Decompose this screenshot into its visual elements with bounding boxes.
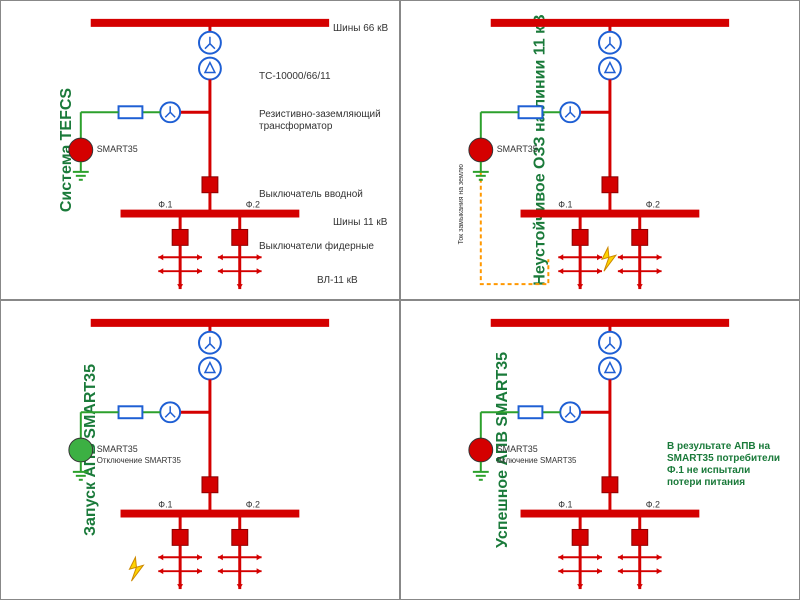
svg-text:Ф.2: Ф.2 <box>246 500 260 510</box>
svg-text:Ф.2: Ф.2 <box>646 200 660 210</box>
svg-text:Ф.1: Ф.1 <box>558 500 572 510</box>
svg-text:SMART35: SMART35 <box>497 444 538 454</box>
svg-text:Ф.1: Ф.1 <box>158 500 172 510</box>
panel-3: Успешное АПВ SMART35Ф.1Ф.2SMART35Включен… <box>400 300 800 600</box>
annotation: Выключатели фидерные <box>259 241 374 252</box>
panel-1: Неустойчивое ОЗЗ на линии 11 кВФ.1Ф.2SMA… <box>400 0 800 300</box>
annotation: ВЛ-11 кВ <box>317 275 358 286</box>
annotation: Выключатель вводной <box>259 189 363 200</box>
svg-text:Включение SMART35: Включение SMART35 <box>497 456 577 465</box>
annotation: Шины 11 кВ <box>333 217 387 228</box>
schematic: Ф.1 Ф.2 SMART35 Ток замыкания на землю <box>401 1 799 299</box>
svg-text:SMART35: SMART35 <box>97 444 138 454</box>
schematic: Ф.1 Ф.2 SMART35 Отключение SMART35 <box>1 301 399 599</box>
svg-text:SMART35: SMART35 <box>497 144 538 154</box>
schematic: Ф.1 Ф.2 SMART35 <box>1 1 399 299</box>
svg-text:Ф.1: Ф.1 <box>158 200 172 210</box>
annotation: ТС-10000/66/11 <box>259 71 331 82</box>
panel-2: Запуск АПВ SMART35Ф.1Ф.2SMART35Отключени… <box>0 300 400 600</box>
svg-text:SMART35: SMART35 <box>97 144 138 154</box>
svg-text:Ф.2: Ф.2 <box>246 200 260 210</box>
svg-text:Ф.2: Ф.2 <box>646 500 660 510</box>
svg-text:Ф.1: Ф.1 <box>558 200 572 210</box>
annotation: Шины 66 кВ <box>333 23 388 34</box>
panel-0: Система TEFCSФ.1Ф.2SMART35Шины 66 кВТС-1… <box>0 0 400 300</box>
svg-text:Отключение SMART35: Отключение SMART35 <box>97 456 182 465</box>
svg-text:Ток замыкания на землю: Ток замыкания на землю <box>458 164 465 244</box>
annotation: трансформатор <box>259 121 332 132</box>
result-text: В результате АПВ на SMART35 потребители … <box>667 441 787 489</box>
annotation: Резистивно-заземляющий <box>259 109 381 120</box>
